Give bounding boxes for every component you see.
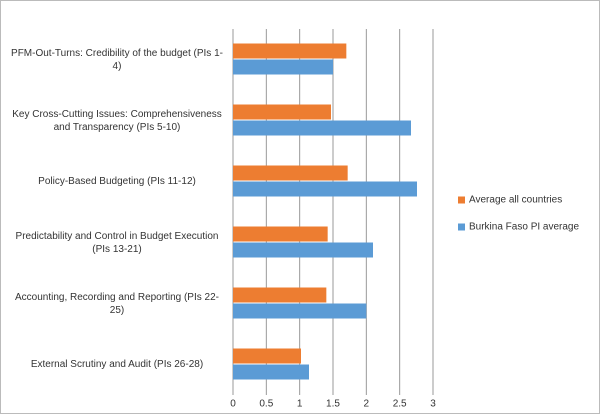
bar (233, 165, 348, 181)
bar (233, 287, 327, 303)
y-tick-label: Predictability and Control in Budget Exe… (15, 230, 219, 255)
y-tick-label: Key Cross-Cutting Issues: Comprehensiven… (12, 108, 222, 133)
x-tick-label: 0 (230, 399, 236, 410)
legend-swatch (458, 196, 465, 204)
y-tick-label: External Scrutiny and Audit (PIs 26-28) (30, 359, 204, 370)
bar (233, 181, 417, 197)
bar (233, 364, 309, 380)
y-tick-label: Policy-Based Budgeting (PIs 11-12) (38, 176, 196, 187)
x-tick-label: 0.5 (259, 399, 273, 410)
x-tick-label: 3 (430, 399, 436, 410)
legend-label: Average all countries (469, 195, 562, 206)
bar (233, 348, 301, 364)
bar (233, 226, 328, 242)
bar (233, 104, 331, 120)
x-tick-label: 1.5 (326, 399, 340, 410)
bar (233, 43, 347, 59)
x-tick-label: 1 (297, 399, 303, 410)
bar (233, 120, 411, 136)
legend-label: Burkina Faso PI average (469, 222, 579, 233)
y-tick-label: PFM-Out-Turns: Credibility of the budget… (11, 47, 223, 72)
y-tick-label: Accounting, Recording and Reporting (PIs… (14, 291, 219, 316)
bar (233, 303, 367, 319)
x-tick-label: 2.5 (393, 399, 407, 410)
x-tick-label: 2 (364, 399, 370, 410)
legend-swatch (458, 223, 465, 231)
bar (233, 242, 373, 258)
bar (233, 59, 333, 75)
